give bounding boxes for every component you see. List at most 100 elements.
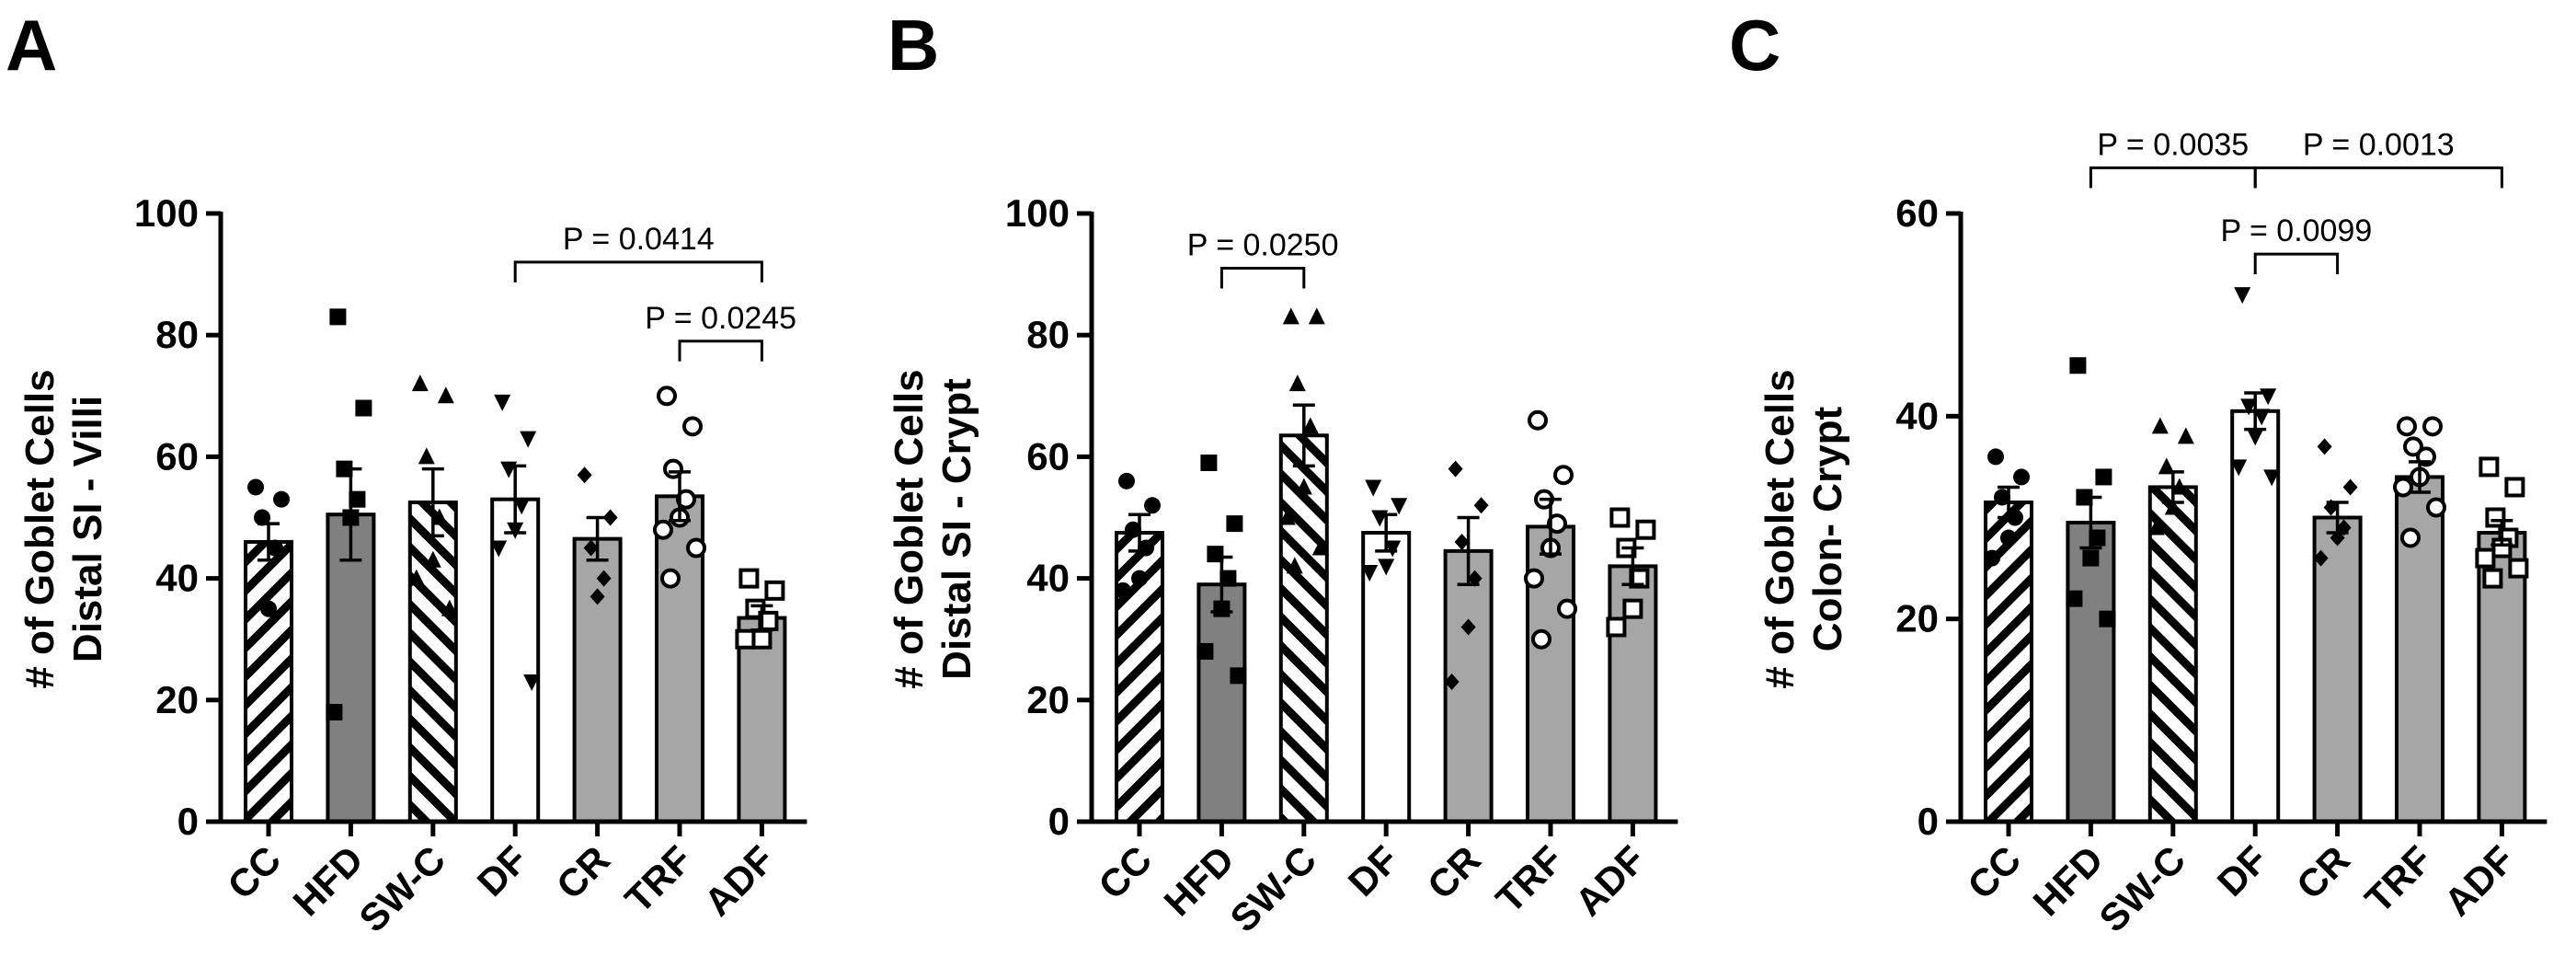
- data-point: [657, 386, 677, 407]
- bar-cr: [572, 536, 623, 824]
- data-point: [2479, 456, 2500, 478]
- p-value-label: P = 0.0035: [2097, 127, 2249, 162]
- error-bar: [669, 470, 691, 523]
- data-point: [1454, 533, 1470, 550]
- data-point: [2317, 438, 2332, 455]
- data-point: [1994, 489, 2010, 506]
- bar-sw-c: [407, 500, 458, 824]
- data-point: [430, 508, 448, 525]
- error-bar: [2326, 501, 2349, 535]
- error-bar: [1292, 403, 1315, 468]
- data-point: [2260, 388, 2277, 406]
- significance-bracket: P = 0.0250: [1187, 227, 1339, 289]
- error-bar: [421, 466, 444, 538]
- bracket-line: [513, 260, 763, 282]
- data-point: [1629, 568, 1650, 589]
- significance-bracket: P = 0.0013: [2253, 127, 2503, 189]
- y-axis-label-line1: # of Goblet Cells: [1757, 369, 1803, 688]
- significance-bracket: P = 0.0414: [513, 222, 763, 282]
- y-tick-label: 40: [155, 557, 199, 600]
- x-tick-label: SW-C: [2090, 837, 2193, 940]
- data-point: [407, 569, 425, 586]
- error-bar: [2490, 519, 2513, 547]
- data-point: [2342, 478, 2358, 496]
- data-point: [2066, 590, 2083, 607]
- data-point: [2393, 477, 2413, 498]
- data-point: [2164, 498, 2181, 515]
- data-point: [1278, 508, 1296, 525]
- y-tick-label: 0: [1918, 800, 1939, 843]
- data-point: [590, 588, 605, 605]
- panel-a: A # of Goblet Cells Distal SI - Villi 0 2…: [6, 5, 807, 940]
- p-value-label: P = 0.0099: [2220, 213, 2372, 248]
- p-value-label: P = 0.0013: [2303, 127, 2455, 162]
- data-point: [1460, 618, 1476, 636]
- y-tick-label: 100: [134, 191, 199, 235]
- data-point: [2263, 469, 2281, 487]
- data-point: [1984, 549, 2000, 567]
- significance-bracket: P = 0.0099: [2220, 213, 2372, 275]
- error-bar: [504, 464, 527, 535]
- y-tick-label: 0: [1048, 800, 1070, 843]
- error-bar: [2244, 391, 2267, 432]
- panel-c: C # of Goblet Cells Colon- Crypt 0 20 40 60…: [1729, 5, 2547, 940]
- y-tick-label: 60: [1895, 191, 1939, 235]
- y-tick-label: 40: [1026, 557, 1070, 600]
- data-point: [1606, 616, 1627, 638]
- data-point: [596, 570, 612, 587]
- significance-bracket: P = 0.0035: [2089, 127, 2257, 189]
- y-tick-label: 80: [155, 313, 199, 356]
- data-point: [513, 498, 531, 515]
- error-bar: [1128, 513, 1151, 553]
- data-point: [1295, 478, 1312, 495]
- error-bar: [1998, 485, 2020, 520]
- data-point: [355, 399, 372, 417]
- data-point: [2475, 547, 2496, 569]
- x-tick-label: CC: [1959, 837, 2029, 907]
- bar-cc: [244, 539, 293, 824]
- error-bar: [1621, 546, 1644, 586]
- data-point: [583, 539, 599, 557]
- data-point: [1524, 568, 1544, 589]
- x-tick-label: CR: [2288, 837, 2358, 907]
- y-tick-label: 60: [1026, 434, 1070, 478]
- data-point: [2147, 518, 2165, 536]
- data-point: [424, 550, 441, 568]
- panel-letter-c: C: [1729, 5, 1780, 86]
- data-point: [1200, 455, 1218, 472]
- data-point: [1115, 582, 1131, 599]
- panel-letter-a: A: [6, 5, 57, 86]
- bar-trf: [2395, 475, 2444, 824]
- data-point: [2403, 436, 2423, 457]
- bracket-line: [2253, 166, 2503, 189]
- data-point: [2000, 529, 2017, 547]
- data-point: [2069, 357, 2087, 374]
- data-point: [2397, 416, 2417, 437]
- x-tick-label: SW-C: [350, 837, 453, 940]
- data-point: [1226, 515, 1243, 533]
- y-axis-label-line2: Distal SI - Crypt: [934, 378, 979, 680]
- data-point: [2240, 398, 2258, 416]
- error-bar: [586, 515, 609, 562]
- data-point: [653, 519, 673, 540]
- error-bar: [750, 604, 773, 632]
- y-tick-label: 20: [1895, 597, 1939, 640]
- bar-hfd: [2066, 521, 2116, 824]
- x-tick-label: DF: [1340, 837, 1407, 904]
- data-point: [1118, 472, 1135, 490]
- data-point: [1987, 448, 2004, 466]
- x-tick-label: TRF: [1487, 837, 1571, 921]
- data-point: [2508, 558, 2529, 579]
- data-point: [1378, 559, 1395, 576]
- data-point: [1230, 667, 1247, 685]
- data-point: [2426, 497, 2446, 518]
- y-axis-label-line1: # of Goblet Cells: [17, 369, 63, 688]
- p-value-label: P = 0.0414: [563, 222, 715, 257]
- error-bar: [2161, 470, 2184, 504]
- data-point: [2089, 529, 2106, 547]
- significance-bracket: P = 0.0245: [645, 301, 796, 362]
- data-point: [273, 490, 290, 508]
